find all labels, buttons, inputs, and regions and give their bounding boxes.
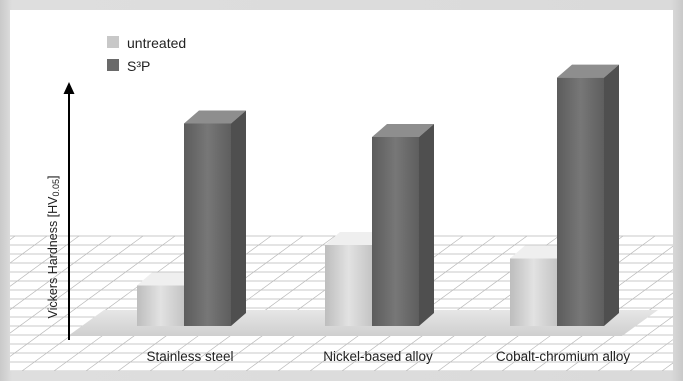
bar-front-face <box>372 137 419 326</box>
grid-line-diagonal <box>10 235 176 357</box>
x-axis-category-label: Nickel-based alloy <box>323 349 433 364</box>
chart-panel: Vickers Hardness [HV0.05] untreated S³P … <box>10 10 673 371</box>
grid-line-diagonal <box>565 292 673 371</box>
bar-front-face <box>557 77 604 326</box>
y-axis-label-main: Vickers Hardness [HV <box>46 196 60 319</box>
legend-label-s3p: S³P <box>127 58 150 74</box>
grid-line-diagonal <box>533 269 673 371</box>
legend-swatch-untreated <box>107 36 119 48</box>
bar-side-face <box>419 124 434 326</box>
grid-line-diagonal <box>10 235 16 241</box>
bar-front-face <box>325 245 372 326</box>
hardness-bar-chart: Vickers Hardness [HV0.05] untreated S³P … <box>10 35 673 371</box>
legend-label-untreated: untreated <box>127 35 186 51</box>
bar-top-face <box>184 110 246 124</box>
bar-s3p-1 <box>184 110 246 326</box>
grid-line-diagonal <box>629 339 673 371</box>
legend-swatch-s3p <box>107 59 119 71</box>
grid-line-diagonal <box>10 235 144 334</box>
y-axis-label: Vickers Hardness [HV0.05] <box>46 175 61 318</box>
legend: untreated S³P <box>107 35 186 74</box>
bar-top-face <box>137 272 199 286</box>
grid-line-diagonal <box>661 362 673 371</box>
x-axis-category-labels: Stainless steel Nickel-based alloy Cobalt-… <box>146 349 630 364</box>
bar-top-face <box>557 64 619 78</box>
grid-line-diagonal <box>10 235 112 311</box>
bar-front-face <box>184 123 231 326</box>
grid-line-diagonal <box>21 235 208 371</box>
bar-s3p-2 <box>372 124 434 326</box>
bar-top-face <box>325 232 387 245</box>
bar-top-face <box>510 245 572 259</box>
y-axis-arrow <box>63 82 75 94</box>
grid-line-diagonal <box>10 235 80 287</box>
bar-side-face <box>231 110 246 326</box>
bar-untreated-1 <box>137 272 199 326</box>
bar-side-face <box>604 64 619 326</box>
y-axis-label-close: ] <box>46 175 60 178</box>
bar-group <box>137 64 619 326</box>
grid-line-diagonal <box>597 315 673 371</box>
bar-top-face <box>372 124 434 137</box>
bar-front-face <box>510 258 557 326</box>
bar-front-face <box>137 285 184 326</box>
grid-line-diagonal <box>341 235 528 371</box>
x-axis-category-label: Stainless steel <box>146 349 233 364</box>
y-axis-label-subscript: 0.05 <box>51 179 61 197</box>
x-axis-category-label: Cobalt-chromium alloy <box>496 349 631 364</box>
bar-s3p-3 <box>557 64 619 326</box>
grid-line-diagonal <box>10 235 48 264</box>
